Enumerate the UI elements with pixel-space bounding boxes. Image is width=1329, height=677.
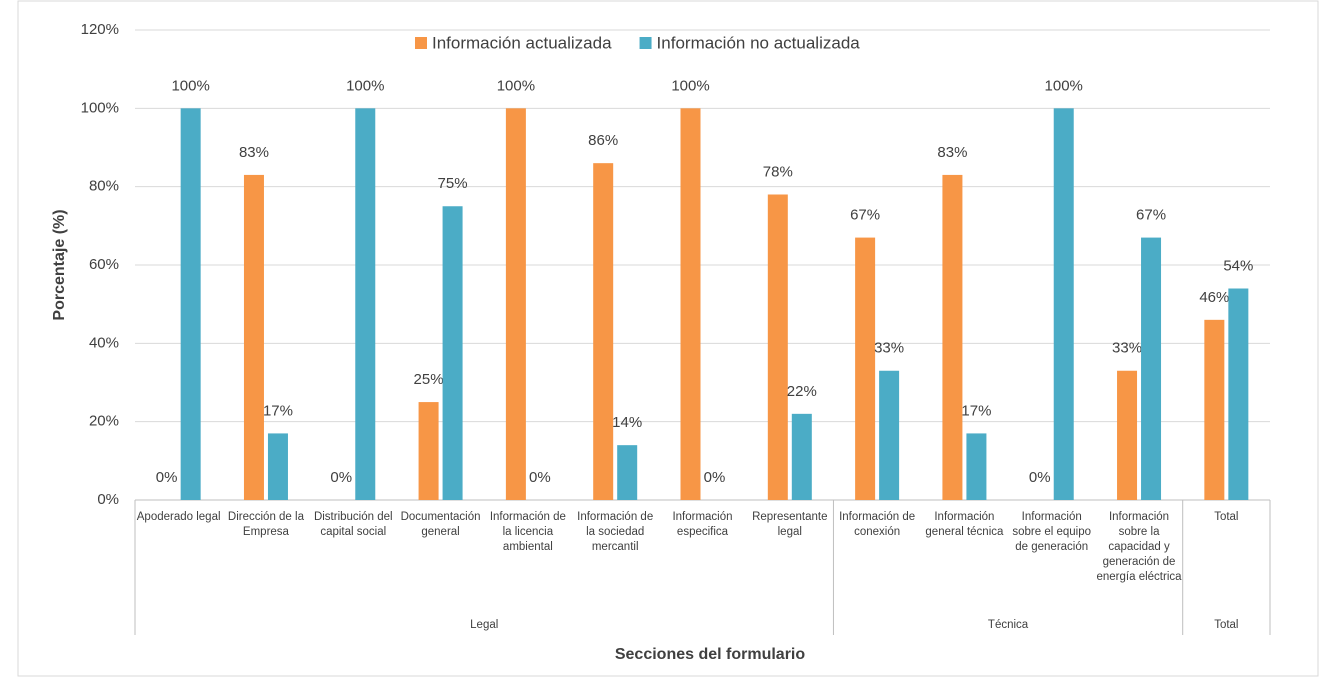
x-tick-label: Información sobre la capacidad y generac… (1096, 511, 1182, 583)
data-label: 0% (1029, 469, 1051, 486)
bar (243, 174, 264, 500)
y-tick-label: 120% (81, 21, 119, 38)
bar (1204, 319, 1225, 500)
y-tick-label: 0% (97, 491, 119, 508)
x-tick-label: Dirección de la Empresa (227, 511, 304, 538)
data-label: 67% (850, 207, 880, 224)
group-label: Legal (470, 619, 499, 631)
bar (418, 402, 439, 500)
bar (1228, 288, 1249, 500)
x-tick-label: Información sobre el equipo de generació… (1012, 511, 1092, 553)
data-label: 100% (497, 77, 535, 94)
bar (593, 163, 614, 500)
data-label: 78% (763, 163, 793, 180)
data-label: 83% (239, 144, 269, 161)
legend-swatch (415, 37, 427, 49)
bar (1141, 237, 1162, 501)
bar (180, 108, 201, 500)
data-label: 54% (1223, 257, 1253, 274)
x-tick-label: Apoderado legal (136, 511, 221, 523)
bar (355, 108, 376, 500)
data-label: 86% (588, 132, 618, 149)
y-tick-label: 20% (89, 413, 119, 430)
bar (855, 237, 876, 501)
data-label: 17% (961, 402, 991, 419)
data-label: 75% (438, 175, 468, 192)
bar (879, 370, 900, 500)
group-label: Total (1214, 619, 1239, 631)
data-label: 17% (263, 402, 293, 419)
data-label: 33% (874, 340, 904, 357)
data-label: 100% (346, 77, 384, 94)
x-axis-title: Secciones del formulario (615, 646, 806, 663)
x-tick-label: Información de la sociedad mercantil (577, 511, 654, 553)
legend-swatch (639, 37, 652, 49)
data-label: 33% (1112, 340, 1142, 357)
y-tick-label: 40% (89, 334, 119, 351)
data-label: 100% (1045, 77, 1083, 94)
data-label: 46% (1199, 289, 1229, 306)
bar (267, 433, 288, 500)
data-label: 22% (787, 383, 817, 400)
y-tick-label: 80% (89, 178, 119, 195)
bar (680, 108, 701, 500)
y-axis-title: Porcentaje (%) (51, 209, 68, 320)
bar (505, 108, 526, 500)
x-tick-label: Total (1214, 511, 1239, 523)
x-tick-label: Información de la licencia ambiental (489, 511, 566, 553)
bar (1053, 108, 1074, 500)
bar (1117, 370, 1138, 500)
x-tick-label: Documentación general (400, 511, 481, 538)
data-label: 0% (156, 469, 178, 486)
bar (966, 433, 987, 500)
x-tick-label: Información general técnica (925, 511, 1004, 538)
data-label: 67% (1136, 207, 1166, 224)
data-label: 83% (937, 144, 967, 161)
x-tick-label: Información especifica (672, 511, 733, 538)
data-label: 100% (171, 77, 209, 94)
data-label: 14% (612, 414, 642, 431)
x-tick-label: Información de conexión (839, 511, 916, 538)
group-label: Técnica (987, 619, 1029, 631)
data-label: 0% (704, 469, 726, 486)
y-tick-label: 100% (81, 99, 119, 116)
bar (767, 194, 788, 500)
data-label: 100% (671, 77, 709, 94)
data-label: 0% (330, 469, 352, 486)
x-tick-label: Distribución del capital social (313, 511, 393, 538)
chart-border (17, 0, 1319, 677)
y-tick-label: 60% (89, 256, 119, 273)
bar (617, 445, 638, 500)
legend-label: Información no actualizada (657, 33, 861, 52)
legend-label: Información actualizada (432, 33, 612, 52)
bar (442, 206, 463, 500)
data-label: 0% (529, 469, 551, 486)
bar (791, 413, 812, 500)
bar (942, 174, 963, 500)
data-label: 25% (414, 371, 444, 388)
x-tick-label: Representante legal (752, 511, 828, 538)
